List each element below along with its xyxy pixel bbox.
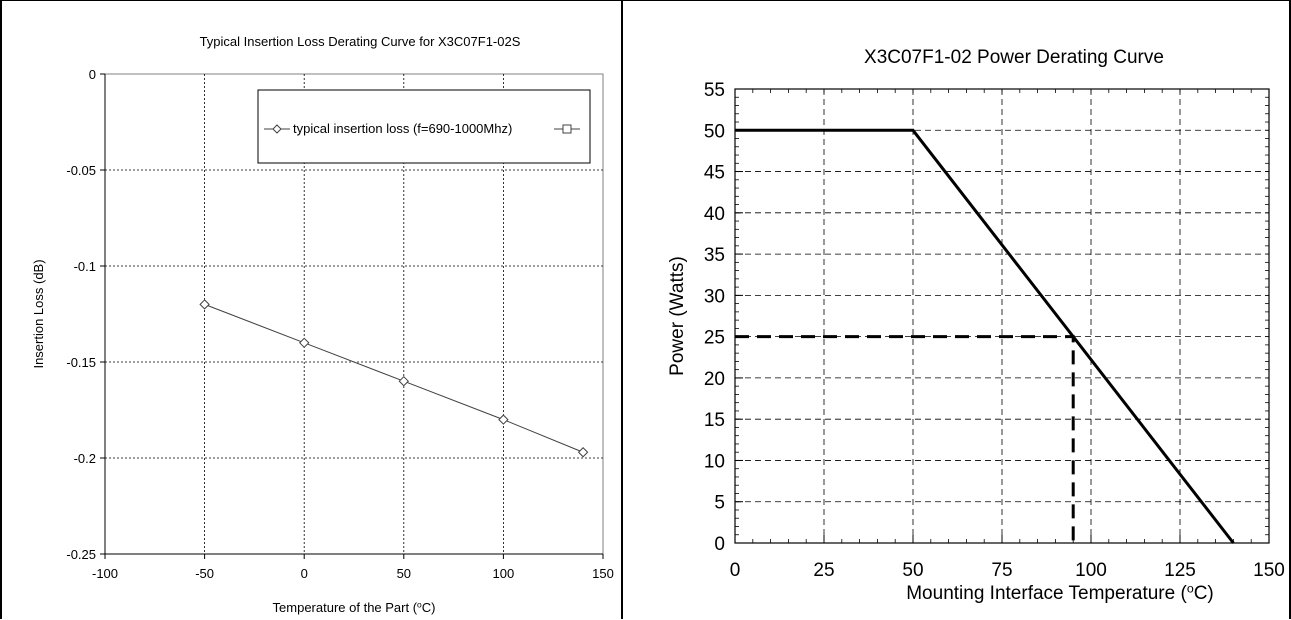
- x-tick-label: 75: [991, 560, 1012, 581]
- reference-line-dashed: [735, 335, 1075, 543]
- chart-title: Typical Insertion Loss Derating Curve fo…: [200, 34, 521, 49]
- legend-box: [257, 89, 591, 164]
- insertion-loss-chart: -100 -50 0 50 100 150 0 -0.05 -0.1 -0.15 -0.2 -0.25…: [31, 34, 614, 615]
- x-tick-label: 25: [813, 560, 834, 581]
- legend-marker-diamond: [272, 124, 282, 134]
- y-tick-label: -0.1: [74, 259, 96, 274]
- y-tick-label: -0.2: [74, 451, 96, 466]
- x-tick-label: 125: [1164, 560, 1196, 581]
- data-point: [199, 299, 210, 310]
- y-tick-label: 20: [704, 369, 725, 390]
- insertion-loss-panel: -100 -50 0 50 100 150 0 -0.05 -0.1 -0.15 -0.2 -0.25…: [0, 0, 621, 619]
- x-tick-label: 100: [493, 566, 515, 581]
- chart-title: X3C07F1-02 Power Derating Curve: [864, 47, 1164, 68]
- x-axis-label: Mounting Interface Temperature (oC): [906, 581, 1214, 604]
- legend-marker-square: [562, 124, 572, 134]
- x-tick-label: 150: [592, 566, 614, 581]
- y-tick-label: -0.05: [66, 163, 96, 178]
- y-tick-label: -0.25: [66, 547, 96, 562]
- y-tick-label: 45: [704, 163, 725, 184]
- y-tick-label: 5: [714, 493, 725, 514]
- y-tick-label: 0: [89, 67, 96, 82]
- y-tick-label: 50: [704, 121, 725, 142]
- x-tick-label: 50: [397, 566, 411, 581]
- legend-label: typical insertion loss (f=690-1000Mhz): [293, 121, 512, 136]
- y-tick-label: 40: [704, 204, 725, 225]
- x-tick-label: -100: [92, 566, 118, 581]
- derating-curve: [735, 128, 1235, 544]
- y-tick-label: 30: [704, 286, 725, 307]
- x-tick-label: 150: [1253, 560, 1285, 581]
- legend: typical insertion loss (f=690-1000Mhz): [257, 89, 591, 164]
- data-point: [577, 447, 589, 458]
- y-axis-label: Power (Watts): [667, 256, 688, 376]
- y-tick-label: 25: [704, 328, 725, 349]
- power-derating-panel: 0 25 50 75 100 125 150 0 5 10 15 20 25 30 35 40 45 50 55 X3…: [621, 0, 1291, 619]
- y-tick-label: 55: [704, 80, 725, 101]
- x-axis-label: Temperature of the Part (oC): [273, 599, 436, 615]
- y-tick-label: 10: [704, 451, 725, 472]
- y-axis-label: Insertion Loss (dB): [31, 259, 46, 368]
- x-tick-label: 100: [1075, 560, 1107, 581]
- power-derating-chart: 0 25 50 75 100 125 150 0 5 10 15 20 25 30 35 40 45 50 55 X3…: [667, 47, 1285, 604]
- x-tick-label: -50: [195, 566, 214, 581]
- y-tick-label: -0.15: [66, 355, 96, 370]
- y-tick-label: 35: [704, 245, 725, 266]
- y-tick-label: 0: [714, 534, 725, 555]
- data-point: [398, 375, 410, 387]
- data-point: [298, 337, 310, 349]
- data-point: [498, 414, 509, 425]
- y-tick-label: 15: [704, 410, 725, 431]
- x-tick-label: 0: [301, 566, 308, 581]
- x-tick-label: 0: [730, 560, 741, 581]
- x-tick-label: 50: [902, 560, 923, 581]
